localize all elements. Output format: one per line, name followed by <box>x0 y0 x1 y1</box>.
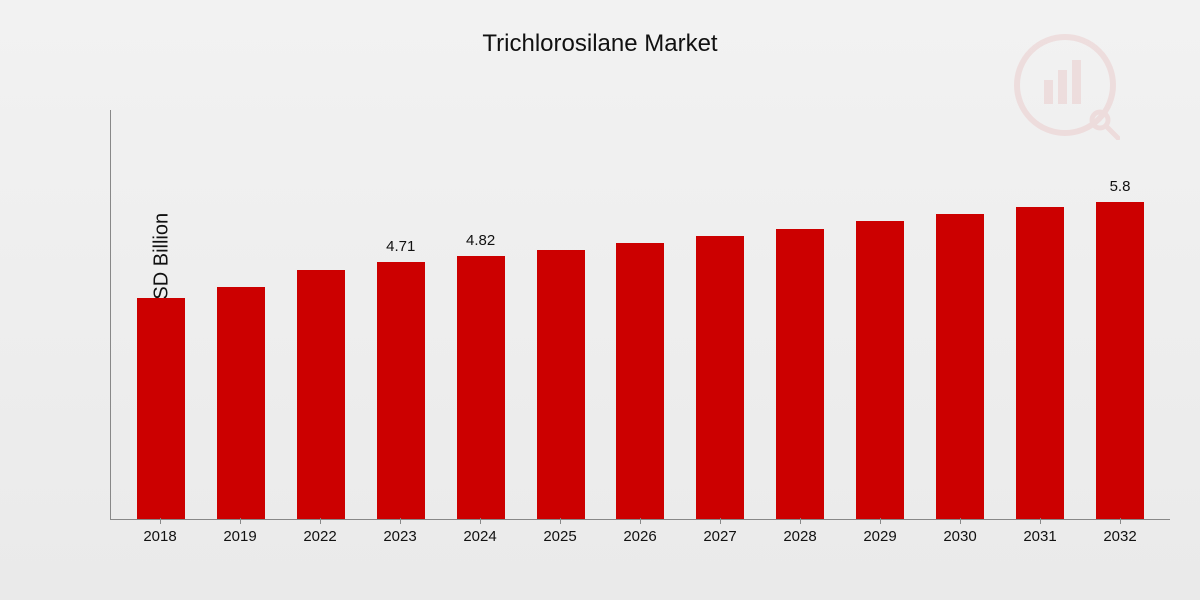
x-tick-label: 2028 <box>776 522 824 545</box>
bar-value-label: 5.8 <box>1110 178 1131 195</box>
x-tick-text: 2026 <box>623 528 656 545</box>
bar-value-label: 4.71 <box>386 238 415 255</box>
x-tick-label: 2018 <box>136 522 184 545</box>
x-tick-label: 2023 <box>376 522 424 545</box>
bar-slot: 4.82 <box>457 256 505 519</box>
bar <box>856 221 904 519</box>
bar-slot <box>856 221 904 519</box>
bar <box>696 236 744 519</box>
x-tick <box>560 518 561 524</box>
x-tick-text: 2019 <box>223 528 256 545</box>
bar-slot: 4.71 <box>377 262 425 519</box>
x-tick-text: 2023 <box>383 528 416 545</box>
x-tick <box>800 518 801 524</box>
x-tick-label: 2029 <box>856 522 904 545</box>
x-tick <box>160 518 161 524</box>
x-tick-label: 2027 <box>696 522 744 545</box>
x-tick-label: 2032 <box>1096 522 1144 545</box>
plot-area: 4.71 4.82 5.8 <box>110 110 1170 520</box>
bar <box>217 287 265 519</box>
bar-slot <box>297 270 345 519</box>
bar <box>936 214 984 519</box>
bar-slot <box>537 250 585 520</box>
x-tick-label: 2024 <box>456 522 504 545</box>
bar-slot <box>616 243 664 519</box>
bar <box>1016 207 1064 519</box>
x-tick <box>960 518 961 524</box>
x-axis-labels: 2018 2019 2022 2023 2024 2025 2026 2027 2028 2029… <box>110 522 1170 545</box>
x-tick-label: 2025 <box>536 522 584 545</box>
x-tick-text: 2032 <box>1103 528 1136 545</box>
bars-container: 4.71 4.82 5.8 <box>111 110 1170 519</box>
bar-slot <box>936 214 984 519</box>
x-tick <box>400 518 401 524</box>
x-tick <box>320 518 321 524</box>
x-tick <box>880 518 881 524</box>
bar <box>537 250 585 520</box>
x-tick <box>720 518 721 524</box>
bar-slot: 5.8 <box>1096 202 1144 519</box>
x-tick-text: 2027 <box>703 528 736 545</box>
x-tick-text: 2024 <box>463 528 496 545</box>
bar-slot <box>696 236 744 519</box>
bar-slot <box>217 287 265 519</box>
bar <box>377 262 425 519</box>
x-tick-label: 2019 <box>216 522 264 545</box>
x-tick-label: 2030 <box>936 522 984 545</box>
bar-slot <box>137 298 185 519</box>
x-tick-label: 2026 <box>616 522 664 545</box>
bar <box>457 256 505 519</box>
chart-title: Trichlorosilane Market <box>0 0 1200 68</box>
x-tick <box>1120 518 1121 524</box>
x-tick <box>640 518 641 524</box>
x-tick-text: 2028 <box>783 528 816 545</box>
x-tick-text: 2031 <box>1023 528 1056 545</box>
bar <box>297 270 345 519</box>
bar <box>1096 202 1144 519</box>
x-tick-text: 2018 <box>143 528 176 545</box>
bar <box>776 229 824 519</box>
bar <box>137 298 185 519</box>
x-tick-text: 2030 <box>943 528 976 545</box>
x-tick <box>1040 518 1041 524</box>
x-tick <box>480 518 481 524</box>
chart-area: Market Value in USD Billion 4.714.825.8 … <box>100 110 1170 560</box>
x-tick <box>240 518 241 524</box>
bar-slot <box>776 229 824 519</box>
x-tick-text: 2029 <box>863 528 896 545</box>
bar-slot <box>1016 207 1064 519</box>
x-tick-label: 2022 <box>296 522 344 545</box>
bar <box>616 243 664 519</box>
x-tick-text: 2025 <box>543 528 576 545</box>
x-tick-label: 2031 <box>1016 522 1064 545</box>
bar-value-label: 4.82 <box>466 232 495 249</box>
x-tick-text: 2022 <box>303 528 336 545</box>
